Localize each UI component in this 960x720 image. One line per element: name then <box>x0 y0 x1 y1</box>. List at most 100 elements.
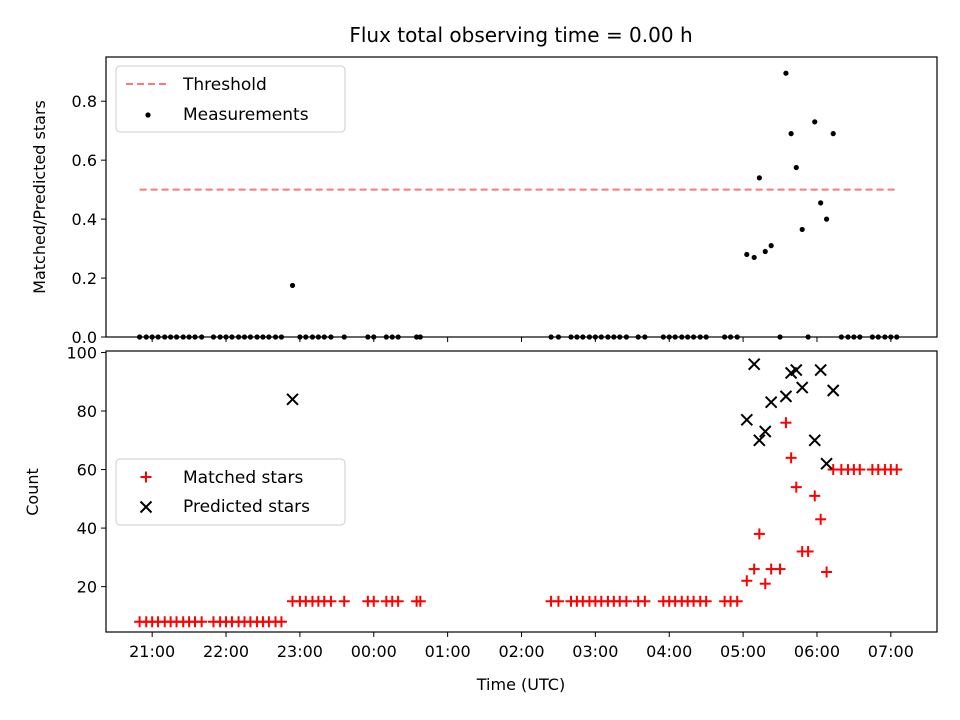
top-y-tick-label: 0.8 <box>72 92 97 111</box>
x-tick-label: 00:00 <box>351 642 397 661</box>
matched-stars-layer <box>134 417 903 628</box>
matched-star-point <box>790 481 802 493</box>
matched-star-point <box>785 452 797 464</box>
predicted-stars-layer <box>286 357 840 470</box>
matched-star-point <box>338 595 350 607</box>
predicted-star-point <box>764 396 778 409</box>
bottom-x-ticks: 21:00 22:00 23:00 00:00 01:00 02:00 03:00 04:00… <box>129 632 914 661</box>
predicted-star-point <box>790 363 803 377</box>
legend-predicted-marker <box>139 500 153 514</box>
bottom-plot-frame <box>105 350 938 633</box>
chart-title: Flux total observing time = 0.00 h <box>349 23 692 47</box>
measurement-point <box>751 254 757 261</box>
predicted-star-point <box>759 425 772 438</box>
matched-star-point <box>759 578 771 590</box>
measurement-point <box>744 251 750 258</box>
top-y-axis-label: Matched/Predicted stars <box>30 100 49 294</box>
measurement-point <box>762 248 768 255</box>
matched-star-point <box>891 464 903 476</box>
predicted-star-point <box>753 434 766 447</box>
measurement-point <box>830 131 836 137</box>
matched-star-point <box>741 575 753 587</box>
bottom-y-axis-label: Count <box>23 468 42 516</box>
matched-star-point <box>196 616 208 628</box>
bottom-y-ticks: 20 40 60 80 100 <box>66 343 106 597</box>
legend-threshold-label: Threshold <box>182 75 267 95</box>
matched-star-point <box>815 513 827 525</box>
predicted-star-point <box>740 413 754 426</box>
matched-star-point <box>325 595 337 607</box>
bottom-legend-box <box>115 458 346 526</box>
predicted-star-point <box>795 381 809 394</box>
matched-star-point <box>275 616 287 628</box>
matched-star-point <box>802 546 814 558</box>
matched-star-point <box>620 595 632 607</box>
matched-star-point <box>700 595 712 607</box>
predicted-star-point <box>779 390 793 403</box>
predicted-star-point <box>808 434 821 447</box>
x-tick-label: 05:00 <box>720 642 766 661</box>
legend-measurements-marker <box>145 112 151 118</box>
top-panel: Flux total observing time = 0.00 h Match… <box>30 23 938 347</box>
matched-star-point <box>731 595 743 607</box>
predicted-star-point <box>814 363 827 377</box>
x-tick-label: 01:00 <box>425 642 471 661</box>
matched-star-point <box>414 595 426 607</box>
legend-matched-marker <box>140 471 152 483</box>
bottom-y-tick-label: 40 <box>77 519 97 538</box>
measurement-point <box>788 131 794 137</box>
matched-star-point <box>774 563 786 575</box>
top-y-tick-label: 0.2 <box>72 269 97 288</box>
legend-predicted-label: Predicted stars <box>183 497 310 517</box>
top-y-ticks: 0.0 0.2 0.4 0.6 0.8 <box>72 92 106 347</box>
bottom-y-tick-label: 60 <box>77 461 97 480</box>
top-y-tick-label: 0.0 <box>72 328 97 347</box>
bottom-legend: Matched stars Predicted stars <box>115 458 346 526</box>
matched-star-point <box>639 595 651 607</box>
matched-star-point <box>552 595 564 607</box>
predicted-star-point <box>747 357 761 371</box>
bottom-y-tick-label: 100 <box>66 343 97 362</box>
x-axis-label: Time (UTC) <box>476 675 565 694</box>
x-tick-label: 04:00 <box>646 642 692 661</box>
top-y-tick-label: 0.6 <box>72 151 97 170</box>
measurement-point <box>768 243 774 249</box>
top-y-tick-label: 0.4 <box>72 210 97 229</box>
bottom-y-tick-label: 80 <box>77 402 97 421</box>
measurement-point <box>783 70 789 76</box>
predicted-star-point <box>286 393 299 406</box>
matched-star-point <box>780 417 792 429</box>
measurement-point <box>289 282 296 289</box>
matched-star-point <box>821 566 833 578</box>
x-tick-label: 03:00 <box>572 642 618 661</box>
legend-measurements-label: Measurements <box>183 105 309 125</box>
matched-star-point <box>753 528 765 540</box>
measurement-point <box>823 216 830 222</box>
top-plot-frame <box>105 56 938 338</box>
legend-matched-label: Matched stars <box>183 468 303 488</box>
matched-star-point <box>809 490 821 502</box>
matched-star-point <box>854 464 866 476</box>
top-legend: Threshold Measurements <box>115 65 346 133</box>
matched-star-point <box>368 595 380 607</box>
predicted-star-point <box>820 457 833 470</box>
x-tick-label: 06:00 <box>794 642 840 661</box>
legend-matched-plus <box>140 471 152 483</box>
measurement-point <box>799 226 805 233</box>
measurement-point <box>812 119 818 125</box>
x-tick-label: 23:00 <box>277 642 323 661</box>
x-tick-label: 07:00 <box>868 642 914 661</box>
x-tick-label: 02:00 <box>498 642 544 661</box>
matched-star-point <box>748 563 760 575</box>
matched-star-point <box>392 595 404 607</box>
measurement-point <box>818 200 824 206</box>
predicted-star-point <box>827 384 840 397</box>
measurements-layer <box>137 70 900 340</box>
x-tick-label: 22:00 <box>203 642 249 661</box>
bottom-y-tick-label: 20 <box>77 578 97 597</box>
x-tick-label: 21:00 <box>129 642 175 661</box>
top-x-ticks <box>151 337 892 342</box>
top-legend-box <box>115 65 346 133</box>
